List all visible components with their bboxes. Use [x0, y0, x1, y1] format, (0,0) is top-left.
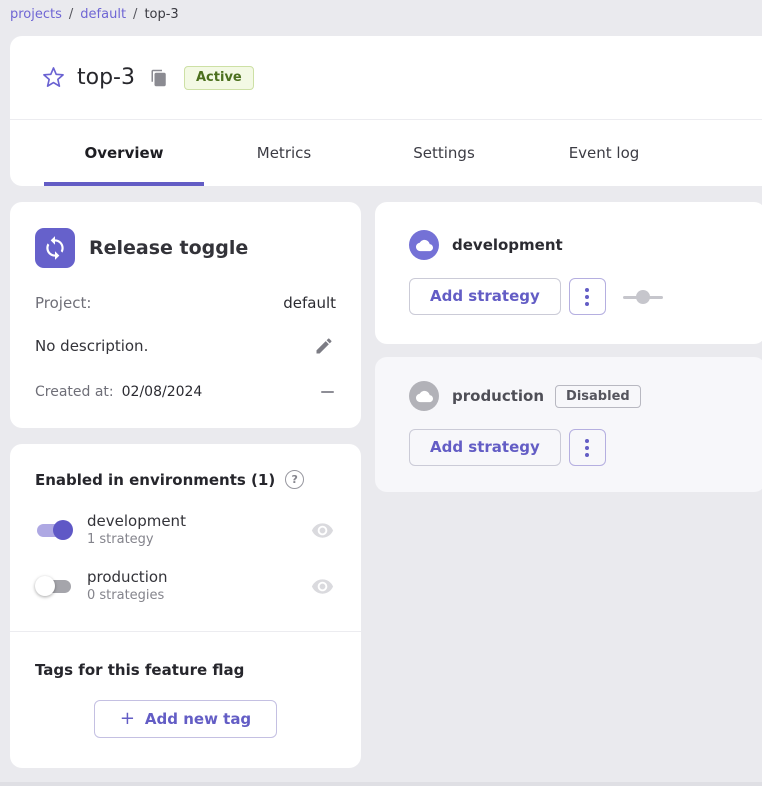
flag-details-card: Release toggle Project: default No descr…	[10, 202, 361, 428]
tabs-bar: Overview Metrics Settings Event log	[10, 119, 762, 186]
environment-text: production 0 strategies	[87, 567, 311, 605]
strategy-separator-icon	[622, 289, 663, 304]
kebab-dot	[585, 294, 590, 299]
project-row: Project: default	[35, 294, 336, 312]
production-strategies-panel: production Disabled Add strategy	[375, 357, 762, 492]
breadcrumb-link-projects[interactable]: projects	[10, 6, 62, 22]
tab-settings[interactable]: Settings	[364, 120, 524, 186]
copy-name-button[interactable]	[150, 69, 168, 87]
kebab-dot	[585, 301, 590, 306]
main-content: Release toggle Project: default No descr…	[0, 202, 762, 768]
enabled-environments-title: Enabled in environments (1)	[35, 470, 276, 489]
breadcrumb: projects / default / top-3	[0, 0, 762, 23]
breadcrumb-link-default[interactable]: default	[80, 6, 127, 22]
more-actions-button[interactable]	[568, 278, 606, 315]
environment-panel-name: development	[452, 236, 563, 254]
active-tab-indicator	[44, 182, 204, 186]
add-strategy-button[interactable]: Add strategy	[409, 429, 561, 466]
help-icon[interactable]: ?	[285, 470, 305, 489]
enabled-environments-heading-row: Enabled in environments (1) ?	[35, 470, 336, 489]
production-toggle[interactable]	[35, 576, 73, 596]
environment-name: production	[87, 568, 168, 586]
panel-actions: Add strategy	[409, 278, 762, 315]
page-title: top-3	[77, 65, 135, 90]
flag-type-row: Release toggle	[35, 228, 336, 268]
tags-title: Tags for this feature flag	[35, 661, 245, 679]
star-icon	[42, 66, 65, 89]
panel-actions: Add strategy	[409, 429, 762, 466]
panel-header: development	[409, 230, 762, 260]
section-divider	[10, 631, 361, 632]
kebab-dot	[585, 438, 590, 443]
favorite-button[interactable]	[41, 66, 65, 90]
development-strategies-panel: development Add strategy	[375, 202, 762, 344]
kebab-dot	[585, 445, 590, 450]
cloud-icon	[409, 230, 439, 260]
disabled-badge: Disabled	[555, 384, 641, 408]
copy-icon	[150, 69, 168, 87]
created-at-value: 02/08/2024	[121, 384, 203, 400]
edit-description-button[interactable]	[312, 334, 336, 358]
add-new-tag-label: Add new tag	[144, 710, 252, 728]
left-column: Release toggle Project: default No descr…	[10, 202, 361, 768]
pencil-icon	[314, 336, 334, 356]
flag-type-label: Release toggle	[89, 237, 249, 259]
description-row: No description.	[35, 334, 336, 358]
kebab-dot	[585, 287, 590, 292]
bottom-edge-strip	[0, 782, 762, 786]
tab-overview[interactable]: Overview	[44, 120, 204, 186]
visibility-icon[interactable]	[311, 519, 334, 542]
add-strategy-button[interactable]: Add strategy	[409, 278, 561, 315]
project-label: Project:	[35, 294, 92, 312]
enabled-environments-section: Enabled in environments (1) ? developmen…	[10, 444, 361, 631]
project-value: default	[283, 294, 336, 312]
created-row: Created at: 02/08/2024	[35, 384, 336, 400]
environment-name: development	[87, 512, 186, 530]
development-toggle[interactable]	[35, 520, 73, 540]
status-badge: Active	[184, 65, 254, 90]
environment-row-production: production 0 strategies	[35, 567, 336, 605]
created-at-label: Created at:	[35, 384, 114, 400]
visibility-icon[interactable]	[311, 575, 334, 598]
environment-strategy-count: 1 strategy	[87, 532, 154, 547]
minus-icon	[321, 391, 334, 393]
breadcrumb-separator: /	[133, 6, 138, 22]
panel-header: production Disabled	[409, 381, 762, 411]
right-column: development Add strategy prod	[375, 202, 762, 492]
description-text: No description.	[35, 337, 149, 355]
flag-header-row: top-3 Active	[10, 36, 762, 119]
release-toggle-icon	[35, 228, 75, 268]
add-new-tag-button[interactable]: + Add new tag	[93, 700, 278, 738]
kebab-dot	[585, 452, 590, 457]
breadcrumb-current: top-3	[144, 6, 179, 22]
breadcrumb-separator: /	[68, 6, 74, 22]
environments-tags-card: Enabled in environments (1) ? developmen…	[10, 444, 361, 768]
plus-icon: +	[119, 708, 135, 729]
tags-section: Tags for this feature flag + Add new tag	[10, 632, 361, 768]
toggle-thumb	[35, 576, 55, 596]
environment-panel-name: production	[452, 387, 545, 405]
environment-text: development 1 strategy	[87, 511, 311, 549]
more-actions-button[interactable]	[568, 429, 606, 466]
cloud-icon	[409, 381, 439, 411]
collapse-card-button[interactable]	[319, 389, 336, 395]
environment-strategy-count: 0 strategies	[87, 588, 165, 603]
environment-row-development: development 1 strategy	[35, 511, 336, 549]
flag-header-card: top-3 Active Overview Metrics Settings E…	[10, 36, 762, 186]
tab-event-log[interactable]: Event log	[524, 120, 684, 186]
tab-metrics[interactable]: Metrics	[204, 120, 364, 186]
toggle-thumb	[53, 520, 73, 540]
